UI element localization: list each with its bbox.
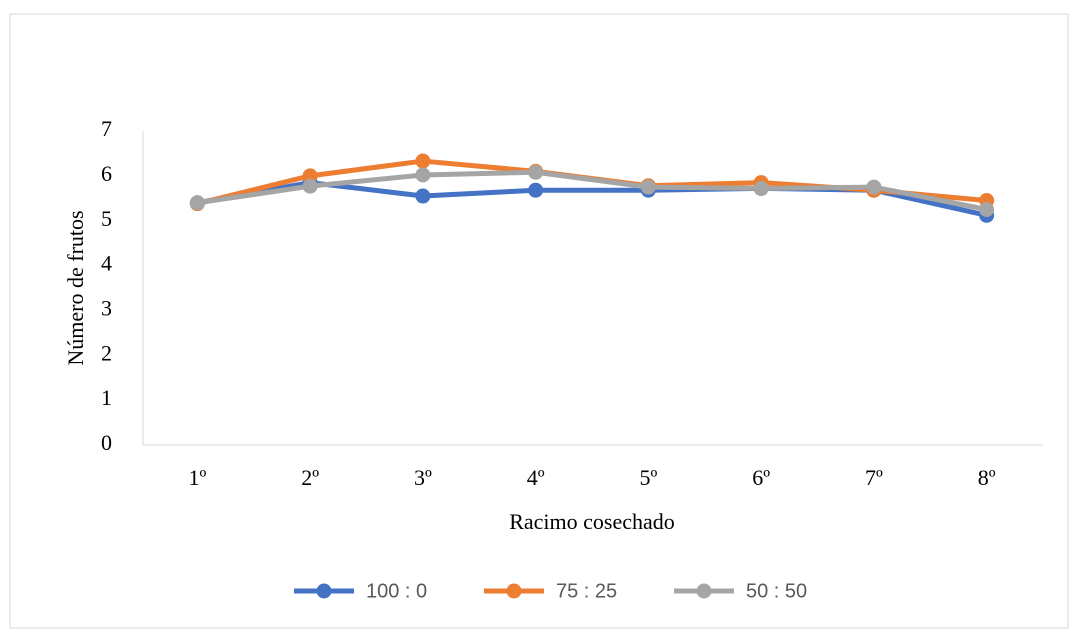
x-tick-label: 1º xyxy=(188,465,206,490)
legend-marker xyxy=(506,583,522,599)
x-tick-label: 4º xyxy=(527,465,545,490)
x-tick-label: 8º xyxy=(978,465,996,490)
data-point xyxy=(979,202,995,217)
y-tick-label: 2 xyxy=(101,340,112,365)
legend-marker xyxy=(696,583,712,599)
data-point xyxy=(866,179,882,195)
legend-label: 50 : 50 xyxy=(746,580,807,602)
data-point xyxy=(528,164,544,180)
x-tick-label: 7º xyxy=(865,465,883,490)
data-point xyxy=(415,153,431,169)
data-point xyxy=(302,178,318,194)
data-point xyxy=(753,180,769,196)
y-tick-label: 5 xyxy=(101,206,112,231)
data-point xyxy=(415,188,431,204)
x-tick-label: 6º xyxy=(752,465,770,490)
legend-label: 75 : 25 xyxy=(556,580,617,602)
data-point xyxy=(640,179,656,195)
y-tick-label: 7 xyxy=(101,116,112,141)
legend-label: 100 : 0 xyxy=(366,580,427,602)
chart-frame xyxy=(9,13,1069,629)
x-axis-label: Racimo cosechado xyxy=(509,509,675,534)
data-point xyxy=(302,168,318,184)
data-point xyxy=(189,195,205,211)
x-tick-label: 3º xyxy=(414,465,432,490)
y-tick-label: 0 xyxy=(101,430,112,455)
data-point xyxy=(528,182,544,198)
legend-marker xyxy=(316,583,332,599)
y-tick-label: 3 xyxy=(101,295,112,320)
y-tick-label: 1 xyxy=(101,385,112,410)
x-tick-label: 2º xyxy=(301,465,319,490)
data-point xyxy=(415,167,431,183)
y-tick-label: 4 xyxy=(101,251,112,276)
series-line xyxy=(197,169,988,212)
x-tick-label: 5º xyxy=(639,465,657,490)
y-axis-label: Número de frutos xyxy=(63,210,88,365)
y-tick-label: 6 xyxy=(101,161,112,186)
